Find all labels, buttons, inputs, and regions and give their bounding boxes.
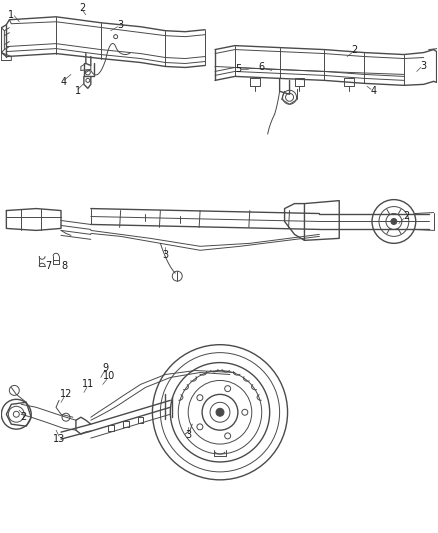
Text: 9: 9 (102, 362, 109, 373)
Text: 2: 2 (80, 3, 86, 13)
Text: 3: 3 (185, 430, 191, 440)
Text: 1: 1 (75, 86, 81, 96)
Text: 8: 8 (61, 261, 67, 271)
Text: 4: 4 (61, 77, 67, 87)
Text: 13: 13 (53, 434, 65, 444)
Text: 5: 5 (235, 64, 241, 75)
Text: 12: 12 (60, 390, 72, 399)
Text: 2: 2 (351, 45, 357, 54)
Text: 7: 7 (45, 261, 51, 271)
Text: 2: 2 (20, 412, 26, 422)
Text: 3: 3 (162, 251, 168, 260)
Text: 10: 10 (102, 372, 115, 382)
Text: 2: 2 (404, 211, 410, 221)
Text: 4: 4 (371, 86, 377, 96)
Text: 3: 3 (420, 61, 427, 71)
Text: 1: 1 (8, 10, 14, 20)
Text: 3: 3 (117, 20, 124, 30)
Text: 6: 6 (259, 62, 265, 72)
Circle shape (391, 219, 397, 224)
Text: 11: 11 (82, 379, 94, 390)
Circle shape (216, 408, 224, 416)
